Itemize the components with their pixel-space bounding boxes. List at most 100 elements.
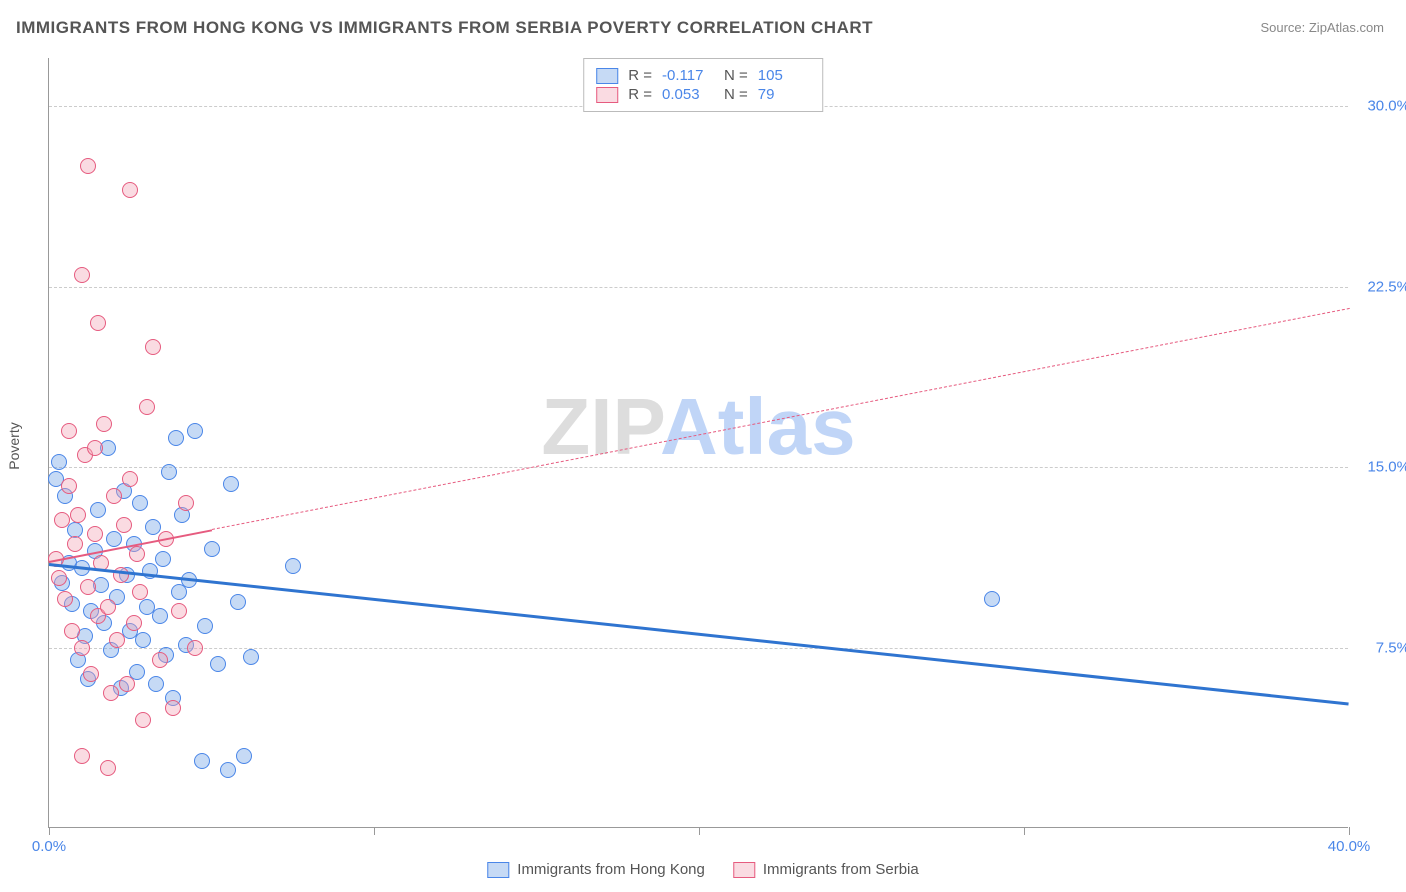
- gridline: [49, 287, 1348, 288]
- legend-row-series-0: R = -0.117 N = 105: [596, 67, 810, 84]
- regression-line-hk: [49, 563, 1349, 706]
- marker-serbia: [61, 478, 77, 494]
- marker-hk: [204, 541, 220, 557]
- marker-serbia: [83, 666, 99, 682]
- marker-hk: [197, 618, 213, 634]
- marker-serbia: [90, 315, 106, 331]
- marker-serbia: [103, 685, 119, 701]
- x-tick-label: 40.0%: [1328, 838, 1371, 855]
- marker-serbia: [100, 760, 116, 776]
- legend-series: Immigrants from Hong Kong Immigrants fro…: [487, 861, 918, 878]
- marker-serbia: [87, 526, 103, 542]
- marker-serbia: [74, 267, 90, 283]
- x-tick: [699, 827, 700, 835]
- legend-R-label: R =: [628, 86, 652, 103]
- marker-serbia: [171, 603, 187, 619]
- legend-item-0: Immigrants from Hong Kong: [487, 861, 705, 878]
- legend-label-0: Immigrants from Hong Kong: [517, 861, 705, 878]
- gridline: [49, 648, 1348, 649]
- swatch-bottom-0: [487, 862, 509, 878]
- marker-serbia: [126, 615, 142, 631]
- marker-serbia: [187, 640, 203, 656]
- marker-serbia: [129, 546, 145, 562]
- marker-hk: [168, 430, 184, 446]
- marker-serbia: [122, 471, 138, 487]
- marker-serbia: [87, 440, 103, 456]
- marker-serbia: [145, 339, 161, 355]
- marker-serbia: [96, 416, 112, 432]
- legend-row-series-1: R = 0.053 N = 79: [596, 86, 810, 103]
- x-tick: [49, 827, 50, 835]
- marker-hk: [210, 656, 226, 672]
- y-tick-label: 15.0%: [1367, 459, 1406, 476]
- marker-serbia: [122, 182, 138, 198]
- marker-serbia: [80, 158, 96, 174]
- marker-serbia: [178, 495, 194, 511]
- x-tick: [1349, 827, 1350, 835]
- marker-hk: [155, 551, 171, 567]
- regression-line-serbia-dashed: [211, 308, 1349, 530]
- marker-hk: [194, 753, 210, 769]
- marker-hk: [223, 476, 239, 492]
- swatch-bottom-1: [733, 862, 755, 878]
- marker-hk: [220, 762, 236, 778]
- marker-serbia: [54, 512, 70, 528]
- marker-serbia: [51, 570, 67, 586]
- chart-title: IMMIGRANTS FROM HONG KONG VS IMMIGRANTS …: [16, 18, 873, 38]
- y-axis-label: Poverty: [6, 422, 22, 469]
- x-tick: [1024, 827, 1025, 835]
- x-tick-label: 0.0%: [32, 838, 66, 855]
- marker-hk: [132, 495, 148, 511]
- x-tick: [374, 827, 375, 835]
- legend-N-value-0: 105: [758, 67, 810, 84]
- marker-serbia: [100, 599, 116, 615]
- swatch-series-0: [596, 68, 618, 84]
- marker-serbia: [135, 712, 151, 728]
- legend-N-value-1: 79: [758, 86, 810, 103]
- marker-serbia: [139, 399, 155, 415]
- marker-hk: [984, 591, 1000, 607]
- marker-hk: [135, 632, 151, 648]
- gridline: [49, 467, 1348, 468]
- marker-hk: [51, 454, 67, 470]
- marker-serbia: [119, 676, 135, 692]
- marker-serbia: [64, 623, 80, 639]
- marker-serbia: [106, 488, 122, 504]
- marker-serbia: [132, 584, 148, 600]
- marker-hk: [187, 423, 203, 439]
- marker-hk: [285, 558, 301, 574]
- marker-serbia: [152, 652, 168, 668]
- y-tick-label: 7.5%: [1376, 639, 1406, 656]
- watermark-text-rest: Atlas: [660, 382, 856, 471]
- legend-label-1: Immigrants from Serbia: [763, 861, 919, 878]
- marker-hk: [148, 676, 164, 692]
- marker-hk: [106, 531, 122, 547]
- y-tick-label: 22.5%: [1367, 278, 1406, 295]
- watermark-text-z: ZIP: [541, 382, 660, 471]
- marker-serbia: [70, 507, 86, 523]
- marker-hk: [236, 748, 252, 764]
- marker-serbia: [57, 591, 73, 607]
- marker-hk: [161, 464, 177, 480]
- marker-hk: [230, 594, 246, 610]
- legend-R-value-0: -0.117: [662, 67, 714, 84]
- legend-N-label: N =: [724, 86, 748, 103]
- marker-hk: [243, 649, 259, 665]
- legend-R-label: R =: [628, 67, 652, 84]
- marker-serbia: [116, 517, 132, 533]
- marker-hk: [152, 608, 168, 624]
- marker-serbia: [74, 640, 90, 656]
- marker-serbia: [61, 423, 77, 439]
- marker-serbia: [80, 579, 96, 595]
- marker-hk: [145, 519, 161, 535]
- source-attribution: Source: ZipAtlas.com: [1260, 20, 1384, 35]
- legend-R-value-1: 0.053: [662, 86, 714, 103]
- y-tick-label: 30.0%: [1367, 98, 1406, 115]
- swatch-series-1: [596, 87, 618, 103]
- watermark: ZIPAtlas: [541, 381, 855, 473]
- marker-serbia: [67, 536, 83, 552]
- legend-N-label: N =: [724, 67, 748, 84]
- legend-correlation: R = -0.117 N = 105 R = 0.053 N = 79: [583, 58, 823, 112]
- marker-serbia: [165, 700, 181, 716]
- marker-serbia: [74, 748, 90, 764]
